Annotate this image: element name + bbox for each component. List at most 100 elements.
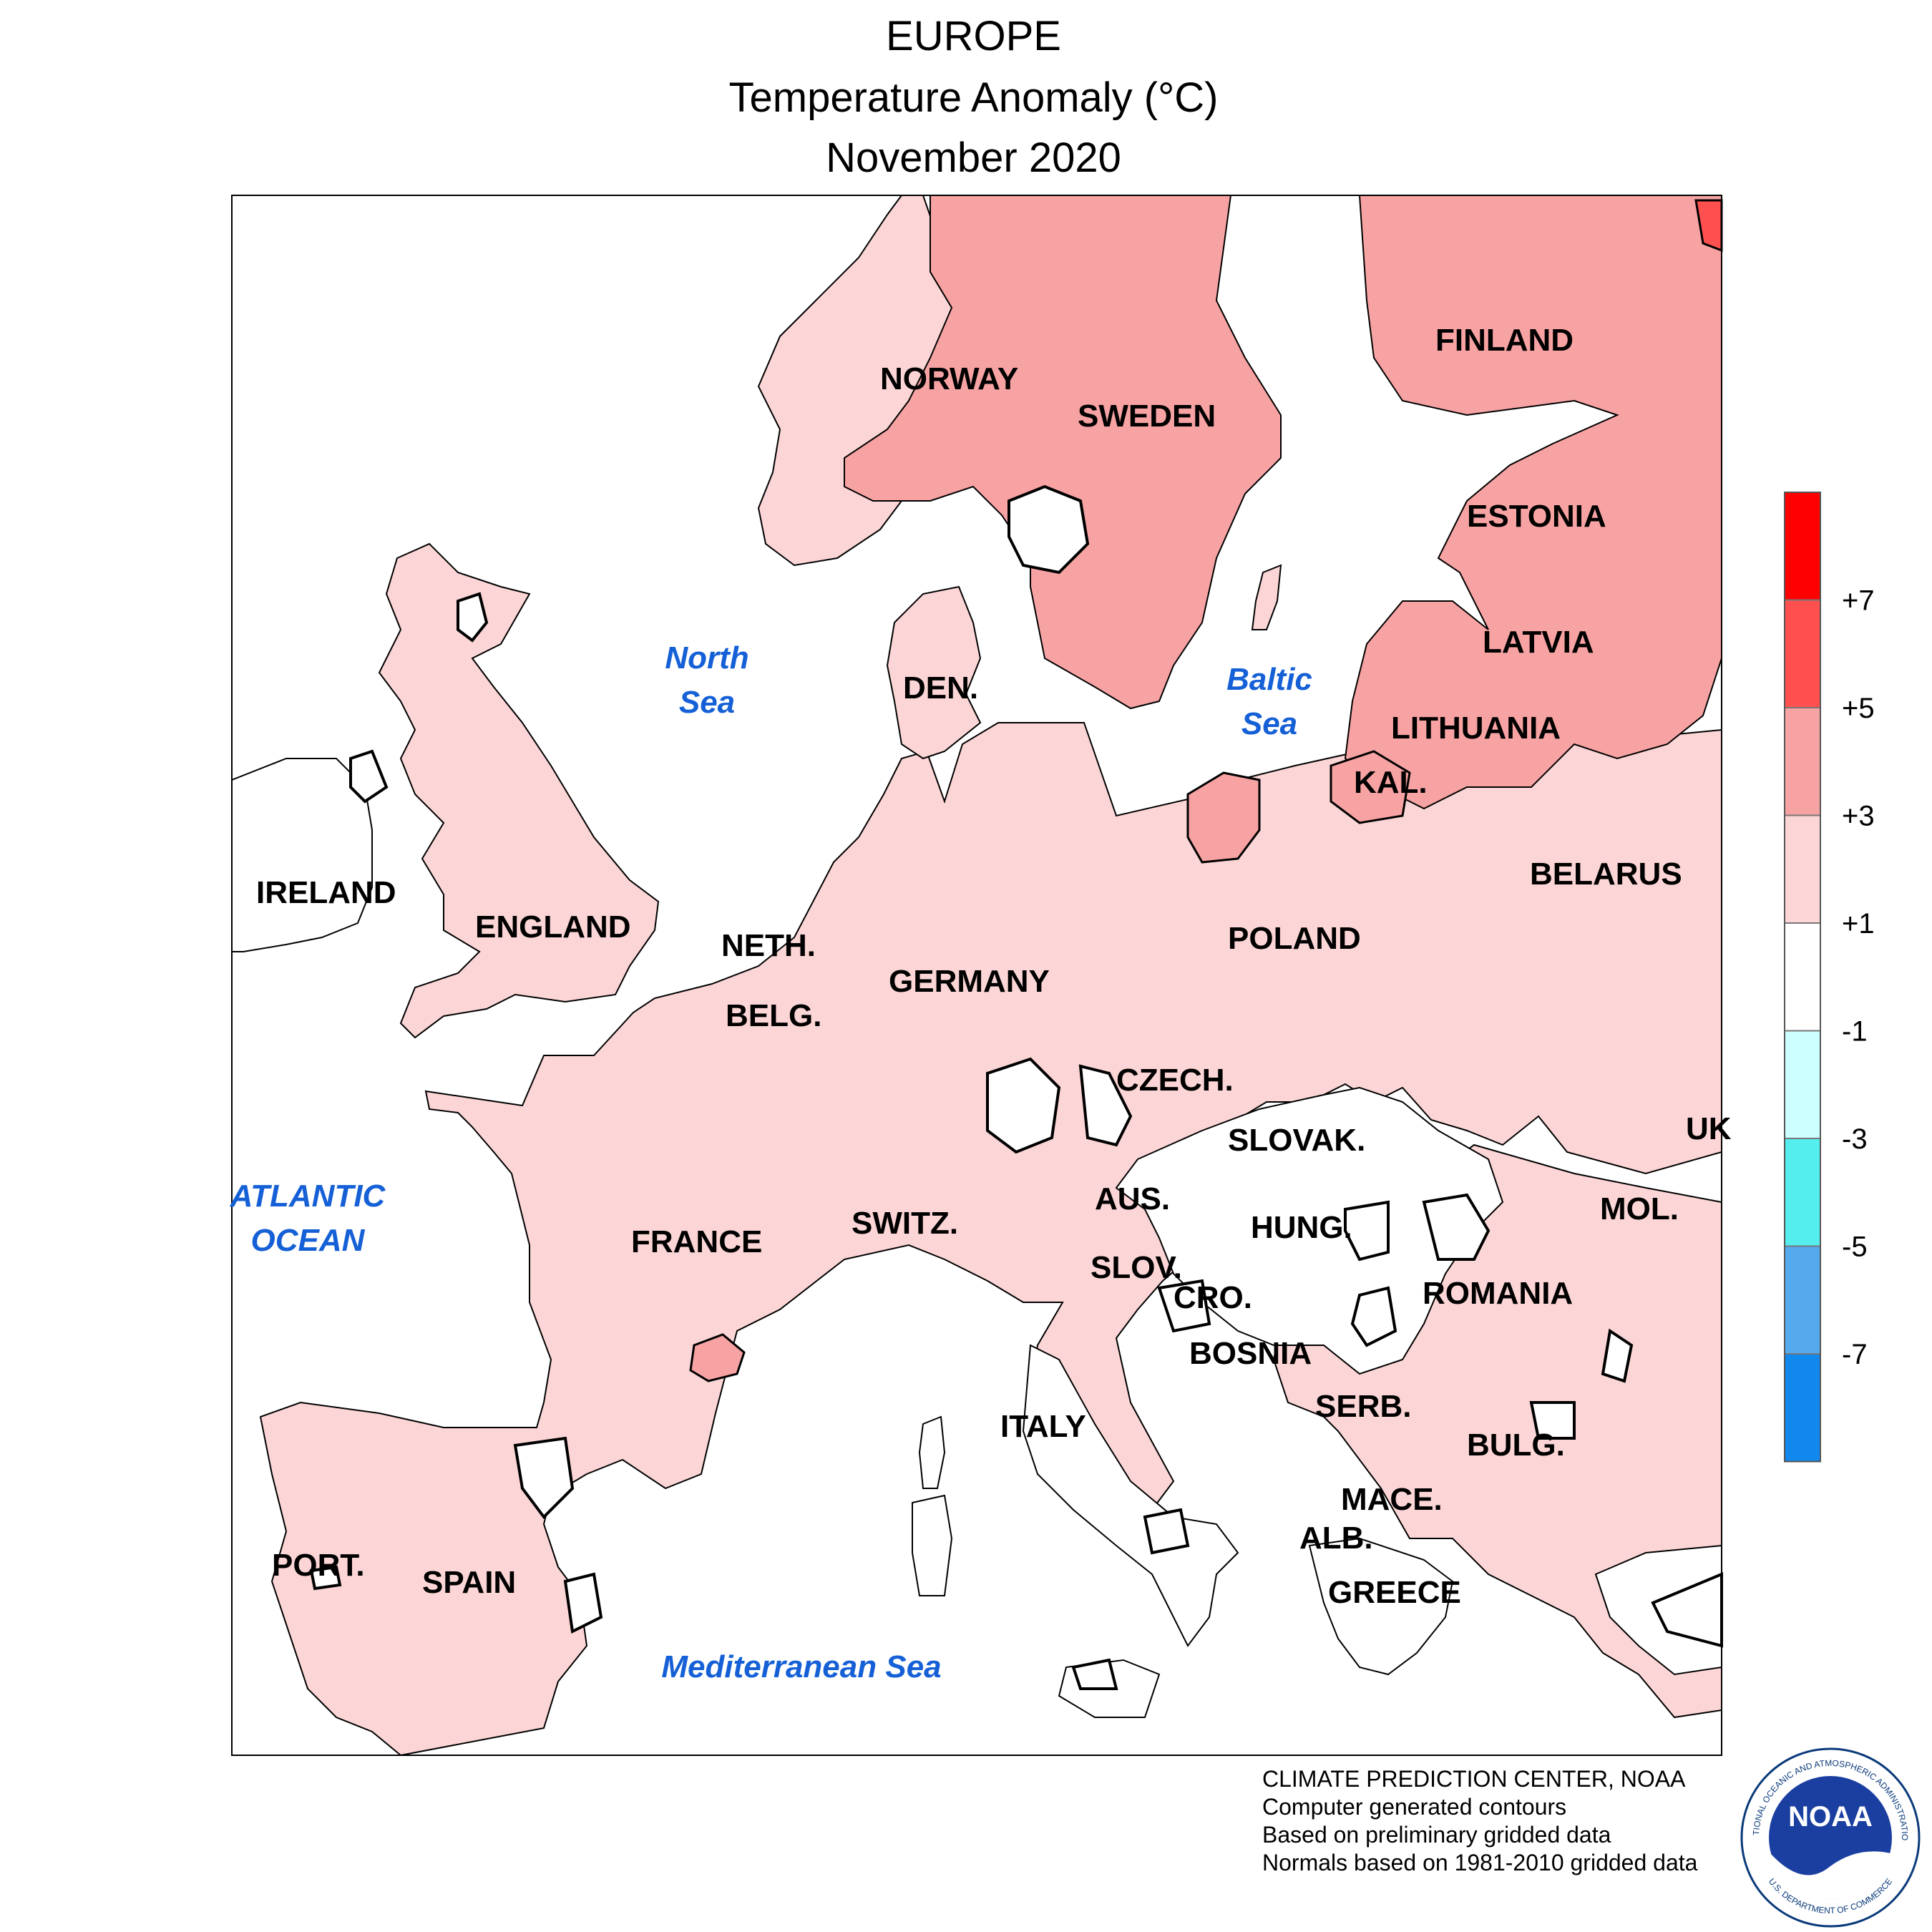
legend-tick-label: -7 <box>1842 1339 1868 1370</box>
legend-tick-label: +5 <box>1842 693 1875 724</box>
label-denmark: DEN. <box>903 670 978 706</box>
country-labels: NORWAY SWEDEN FINLAND ESTONIA LATVIA LIT… <box>256 323 1732 1610</box>
label-bulgaria: BULG. <box>1467 1428 1565 1463</box>
label-france: FRANCE <box>631 1224 762 1259</box>
legend-tick-label: -1 <box>1842 1016 1868 1048</box>
credit-line-3: Based on preliminary gridded data <box>1262 1822 1611 1848</box>
contour-romania-1 <box>1422 1193 1491 1261</box>
legend-bin-2 <box>1784 707 1821 816</box>
label-north-sea-1: North <box>665 640 748 675</box>
legend-tick-label: +3 <box>1842 801 1875 832</box>
label-kaliningrad: KAL. <box>1354 765 1428 800</box>
map-frame <box>231 195 1722 1756</box>
legend-tick-label: -5 <box>1842 1231 1868 1263</box>
label-serbia: SERB. <box>1315 1389 1411 1424</box>
contour-wales-coast <box>349 749 389 804</box>
contour-spain-coast <box>563 1572 603 1634</box>
label-spain: SPAIN <box>422 1565 516 1600</box>
contour-spain-east <box>513 1436 575 1520</box>
land-great-britain <box>378 542 660 1039</box>
credit-line-1: CLIMATE PREDICTION CENTER, NOAA <box>1262 1766 1686 1792</box>
label-lithuania: LITHUANIA <box>1391 711 1561 746</box>
land-central-balkans <box>1115 1086 1504 1375</box>
label-baltic-sea-1: Baltic <box>1226 662 1312 697</box>
label-latvia: LATVIA <box>1483 625 1594 660</box>
credit-line-4: Normals based on 1981-2010 gridded data <box>1262 1850 1698 1875</box>
label-finland: FINLAND <box>1435 323 1574 358</box>
label-austria: AUS. <box>1095 1181 1170 1216</box>
label-belgium: BELG. <box>726 998 821 1033</box>
sea-labels: North Sea Baltic Sea ATLANTIC OCEAN Medi… <box>230 640 1312 1684</box>
label-switzerland: SWITZ. <box>852 1206 958 1241</box>
land-ireland <box>232 758 373 952</box>
label-norway: NORWAY <box>880 361 1018 396</box>
legend-bin-3 <box>1784 814 1821 924</box>
label-albania: ALB. <box>1299 1521 1373 1556</box>
label-slovenia: SLOV. <box>1091 1250 1182 1285</box>
legend-bin-4 <box>1784 922 1821 1032</box>
label-macedonia: MACE. <box>1341 1482 1443 1517</box>
legend-bin-6 <box>1784 1138 1821 1247</box>
legend-tick-label: +7 <box>1842 585 1875 617</box>
neutral-contours <box>309 484 1723 1690</box>
legend-bin-1 <box>1784 599 1821 708</box>
label-italy: ITALY <box>1000 1409 1086 1444</box>
legend-tick-label: -3 <box>1842 1123 1868 1155</box>
contour-greece-islands <box>1071 1658 1118 1690</box>
land-sardinia <box>912 1494 953 1596</box>
legend-bin-5 <box>1784 1030 1821 1139</box>
label-portugal: PORT. <box>272 1548 365 1583</box>
map-variable: Temperature Anomaly (°C) <box>728 74 1219 121</box>
land-corsica <box>918 1415 946 1489</box>
legend-bin-0 <box>1784 492 1821 601</box>
label-netherlands: NETH. <box>721 928 816 963</box>
label-greece: GREECE <box>1328 1575 1461 1610</box>
contour-portugal <box>309 1565 342 1591</box>
logo-gull-shape <box>1770 1851 1890 1899</box>
contour-romania-2 <box>1350 1286 1397 1347</box>
land-denmark <box>886 585 982 760</box>
contour-croatia <box>1157 1279 1211 1333</box>
legend-bin-7 <box>1784 1245 1821 1355</box>
label-mediterranean-sea: Mediterranean Sea <box>661 1649 941 1684</box>
patch-france-central <box>689 1333 746 1382</box>
noaa-logo-icon: NOAA NATIONAL OCEANIC AND ATMOSPHERIC AD… <box>1739 1746 1921 1928</box>
label-croatia: CRO. <box>1174 1280 1252 1315</box>
label-atlantic-ocean-2: OCEAN <box>251 1223 366 1258</box>
label-ukraine: UK <box>1686 1111 1732 1146</box>
contour-sweden-south <box>1008 484 1090 575</box>
map-title: EUROPE <box>886 13 1061 59</box>
patch-kaliningrad <box>1330 750 1411 824</box>
label-baltic-sea-2: Sea <box>1241 706 1297 741</box>
land-finland-baltics <box>1344 195 1722 810</box>
patch-poland-north <box>1186 771 1261 864</box>
label-sweden: SWEDEN <box>1078 399 1216 434</box>
label-ireland: IRELAND <box>256 875 396 910</box>
label-north-sea-2: Sea <box>679 685 735 720</box>
contour-czech-west <box>1078 1064 1133 1147</box>
label-atlantic-ocean-1: ATLANTIC <box>230 1179 386 1214</box>
label-slovakia: SLOVAK. <box>1228 1123 1365 1158</box>
logo-wordmark: NOAA <box>1788 1801 1873 1833</box>
legend-tick-label: +1 <box>1842 908 1875 940</box>
contour-hungary-east <box>1344 1200 1390 1262</box>
label-belarus: BELARUS <box>1530 857 1682 892</box>
label-bosnia: BOSNIA <box>1189 1336 1312 1371</box>
contour-romania-3 <box>1601 1328 1634 1383</box>
land-gotland <box>1251 564 1282 630</box>
land-areas <box>232 195 1722 1755</box>
map-period: November 2020 <box>826 135 1121 181</box>
contour-scotland <box>457 592 489 643</box>
legend-outline <box>1784 492 1821 1463</box>
legend-bin-8 <box>1784 1353 1821 1463</box>
label-romania: ROMANIA <box>1423 1276 1573 1311</box>
land-scandinavia-warm <box>844 195 1282 710</box>
contour-italy-south <box>1143 1508 1190 1555</box>
label-moldova: MOL. <box>1600 1191 1679 1226</box>
label-czechia: CZECH. <box>1116 1063 1234 1098</box>
label-germany: GERMANY <box>889 964 1050 999</box>
land-greece <box>1308 1537 1454 1676</box>
contour-bulgaria <box>1529 1401 1576 1440</box>
credit-line-2: Computer generated contours <box>1262 1794 1567 1820</box>
